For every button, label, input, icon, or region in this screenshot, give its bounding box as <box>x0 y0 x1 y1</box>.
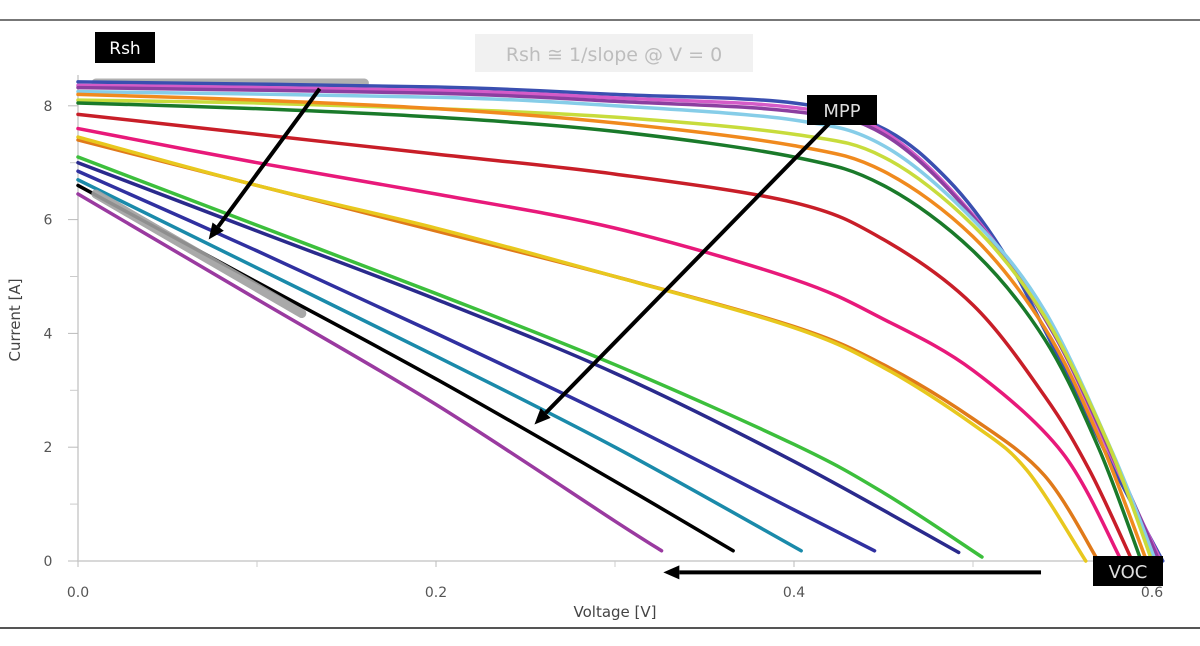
mpp-arrow-shaft <box>544 121 832 415</box>
series-line-14 <box>76 169 877 553</box>
series-line-17 <box>76 192 664 553</box>
x-tick-label: 0.4 <box>783 585 805 601</box>
x-tick-label: 0.6 <box>1141 585 1163 601</box>
series-line-8 <box>76 112 1135 563</box>
rsh-arrow-shaft <box>216 87 322 228</box>
rsh-arrow-head <box>208 222 224 240</box>
series-line-12 <box>76 155 984 559</box>
series-line-1 <box>76 80 1165 563</box>
series-line-2 <box>76 83 1163 563</box>
rsh-slope-highlight-overlay <box>91 189 307 318</box>
annotation-arrows <box>208 87 1042 580</box>
series-line-15 <box>76 178 803 553</box>
series-line-11 <box>76 135 1088 563</box>
rsh-label: Rsh <box>109 39 140 59</box>
voc-label: VOC <box>1109 562 1148 583</box>
rsh-formula: Rsh ≅ 1/slope @ V = 0 <box>506 44 722 66</box>
series-line-5 <box>76 98 1154 563</box>
series-line-6 <box>76 92 1149 563</box>
y-tick-label: 8 <box>44 99 53 115</box>
y-tick-label: 6 <box>44 213 53 229</box>
voc-label-box: VOC <box>1093 556 1163 586</box>
y-tick-label: 0 <box>44 554 53 570</box>
series-line-13 <box>76 160 961 555</box>
y-axis-title: Current [A] <box>6 278 24 361</box>
series-group <box>76 80 1165 563</box>
y-tick-label: 2 <box>44 440 53 456</box>
mpp-label: MPP <box>823 101 860 122</box>
x-axis-title: Voltage [V] <box>574 603 657 621</box>
voc-arrow-head <box>663 565 680 580</box>
y-tick-label: 4 <box>44 326 53 342</box>
mpp-arrow-head <box>534 408 551 425</box>
mpp-label-box: MPP <box>807 95 877 125</box>
rsh-label-box: Rsh <box>95 32 155 63</box>
x-tick-label: 0.0 <box>67 585 89 601</box>
rsh-formula-box: Rsh ≅ 1/slope @ V = 0 <box>475 34 753 72</box>
series-line-9 <box>76 126 1124 563</box>
x-tick-label: 0.2 <box>425 585 447 601</box>
